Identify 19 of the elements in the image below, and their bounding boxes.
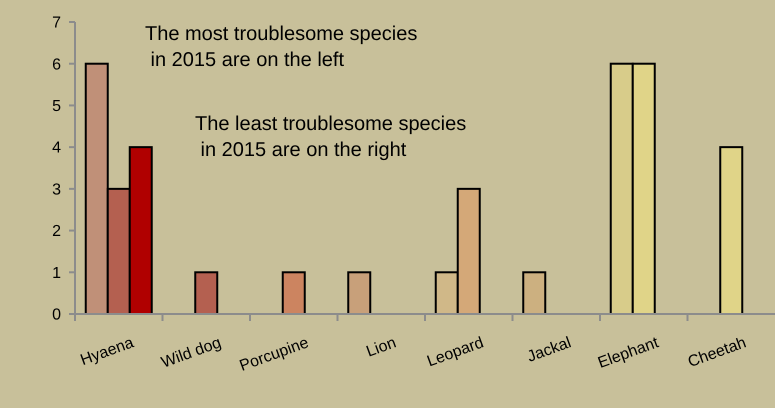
x-tick-label: Lion: [364, 334, 398, 361]
x-tick-label: Jackal: [525, 334, 574, 366]
y-tick-label: 1: [52, 264, 62, 282]
bar: [347, 271, 372, 315]
y-tick-label: 6: [52, 56, 62, 74]
y-tick-label: 2: [52, 223, 62, 240]
y-tick-label: 0: [52, 306, 62, 324]
bar: [522, 271, 546, 315]
bar: [194, 271, 218, 315]
annotation: The least troublesome species in 2015 are on the right: [195, 113, 466, 161]
y-tick-label: 7: [52, 14, 62, 32]
annotation: The most troublesome species in 2015 are on the left: [145, 23, 418, 71]
y-tick-label: 5: [52, 98, 62, 116]
y-tick-label: 4: [52, 140, 62, 157]
x-tick-label: Hyaena: [78, 334, 136, 370]
bar: [282, 271, 306, 315]
y-tick-label: 3: [52, 181, 62, 198]
x-tick-label: Wild dog: [159, 334, 224, 372]
bar: [719, 146, 744, 315]
